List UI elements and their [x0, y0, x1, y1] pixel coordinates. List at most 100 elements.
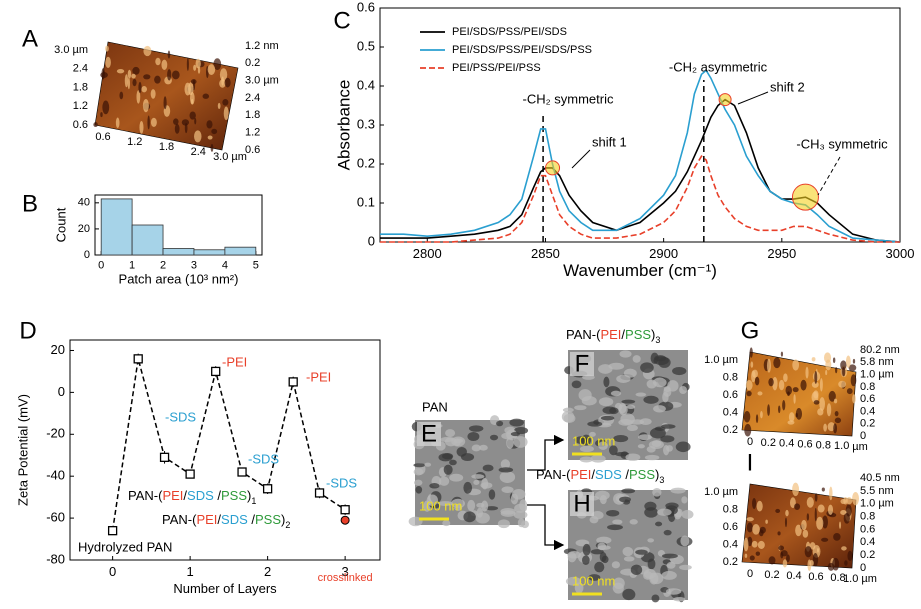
- sem-grain: [607, 524, 623, 531]
- afm-feature: [223, 106, 229, 121]
- afm-feature: [811, 381, 819, 388]
- label: 1.0: [834, 440, 849, 452]
- label: 0.6: [357, 0, 375, 14]
- afm-feature: [766, 358, 771, 373]
- afm-feature: [816, 516, 824, 530]
- label: Zeta Potential (mV): [15, 394, 30, 506]
- sem-grain: [476, 502, 485, 508]
- label: 0: [747, 568, 753, 580]
- afm-feature: [746, 390, 752, 397]
- label: 2900: [649, 246, 678, 261]
- afm-feature: [154, 75, 161, 84]
- afm-feature: [768, 377, 774, 387]
- sem-grain: [485, 506, 499, 511]
- label: 0.2: [860, 418, 875, 430]
- sem-grain: [629, 519, 638, 525]
- sem-grain: [513, 436, 528, 448]
- sem-grain: [681, 496, 688, 504]
- afm-feature: [794, 503, 801, 510]
- label: 0.2: [723, 424, 738, 436]
- sem-grain: [619, 496, 631, 503]
- label: 1.8: [245, 109, 260, 121]
- sem-grain: [442, 520, 451, 527]
- label: 1.2 nm: [245, 40, 279, 52]
- afm-feature: [852, 394, 856, 404]
- afm-feature: [131, 73, 136, 79]
- label: 1.0 µm: [704, 354, 738, 366]
- afm-feature: [755, 414, 759, 424]
- sem-grain: [509, 418, 524, 427]
- afm-feature: [814, 370, 818, 384]
- afm-feature: [124, 74, 129, 88]
- afm-feature: [841, 546, 847, 551]
- sem-grain: [482, 464, 494, 472]
- highlight: [545, 160, 561, 176]
- label-part: PSS: [221, 488, 247, 503]
- afm-feature: [778, 405, 781, 414]
- sem-grain: [442, 453, 454, 460]
- sem-grain: [609, 407, 619, 415]
- afm-feature: [825, 369, 828, 376]
- sem-grain: [594, 561, 605, 573]
- label: 3.0 µm: [213, 151, 247, 163]
- afm-feature: [838, 380, 847, 388]
- label: 1.8: [73, 81, 88, 93]
- afm-feature: [190, 79, 197, 85]
- sem-grain: [443, 464, 453, 475]
- label-part: /: [217, 512, 221, 527]
- label: 0.5: [357, 38, 375, 53]
- afm-feature: [844, 560, 848, 566]
- afm-feature: [222, 98, 229, 106]
- label-sub: 3: [659, 475, 664, 485]
- afm-feature: [143, 74, 151, 80]
- label: 0: [368, 233, 375, 248]
- sem-grain: [571, 380, 582, 389]
- label-part: PSS: [625, 327, 651, 342]
- afm-feature: [174, 123, 180, 134]
- afm-feature: [138, 81, 142, 94]
- afm-feature: [746, 522, 753, 533]
- sem-grain: [413, 463, 426, 468]
- label: PEI/SDS/PSS/PEI/SDS/PSS: [452, 44, 592, 56]
- label: 0: [98, 260, 104, 272]
- afm-feature: [202, 93, 210, 99]
- afm-feature: [167, 50, 171, 59]
- label: 0.6: [95, 131, 110, 143]
- afm-feature: [749, 555, 755, 561]
- label: 0.4: [786, 570, 801, 582]
- afm-feature: [780, 351, 784, 357]
- afm-feature: [207, 135, 213, 140]
- sem-grain: [589, 431, 596, 437]
- sem-grain: [489, 434, 499, 441]
- sem-grain: [414, 479, 423, 486]
- label-part: PEI: [570, 467, 591, 482]
- label: 4: [222, 260, 228, 272]
- bar: [193, 249, 226, 256]
- afm-feature: [139, 120, 144, 134]
- label: 0: [109, 564, 116, 579]
- label-part: SDS: [595, 467, 622, 482]
- sem-grain: [579, 456, 593, 463]
- sem-grain: [606, 509, 620, 517]
- label-sub: 1: [251, 496, 256, 506]
- label: -SDS: [326, 475, 357, 490]
- afm-feature: [819, 378, 823, 392]
- sem-grain: [471, 444, 481, 452]
- label: PAN-(PEI/SDS /PSS)3: [536, 467, 664, 485]
- label: 2850: [531, 246, 560, 261]
- label: 40: [78, 197, 90, 209]
- sem-grain: [650, 352, 659, 364]
- label: shift 1: [592, 134, 627, 149]
- afm-feature: [100, 112, 103, 118]
- sem-grain: [506, 437, 514, 449]
- afm-feature: [127, 69, 132, 79]
- label: -CH₂ asymmetric: [669, 59, 768, 74]
- label: 2950: [767, 246, 796, 261]
- label: 0.8: [830, 572, 845, 584]
- label: 1.0 µm: [860, 498, 894, 510]
- afm-feature: [147, 115, 150, 130]
- afm-feature: [784, 517, 788, 528]
- leader: [571, 149, 591, 169]
- sem-grain: [623, 368, 637, 378]
- leader: [817, 156, 841, 196]
